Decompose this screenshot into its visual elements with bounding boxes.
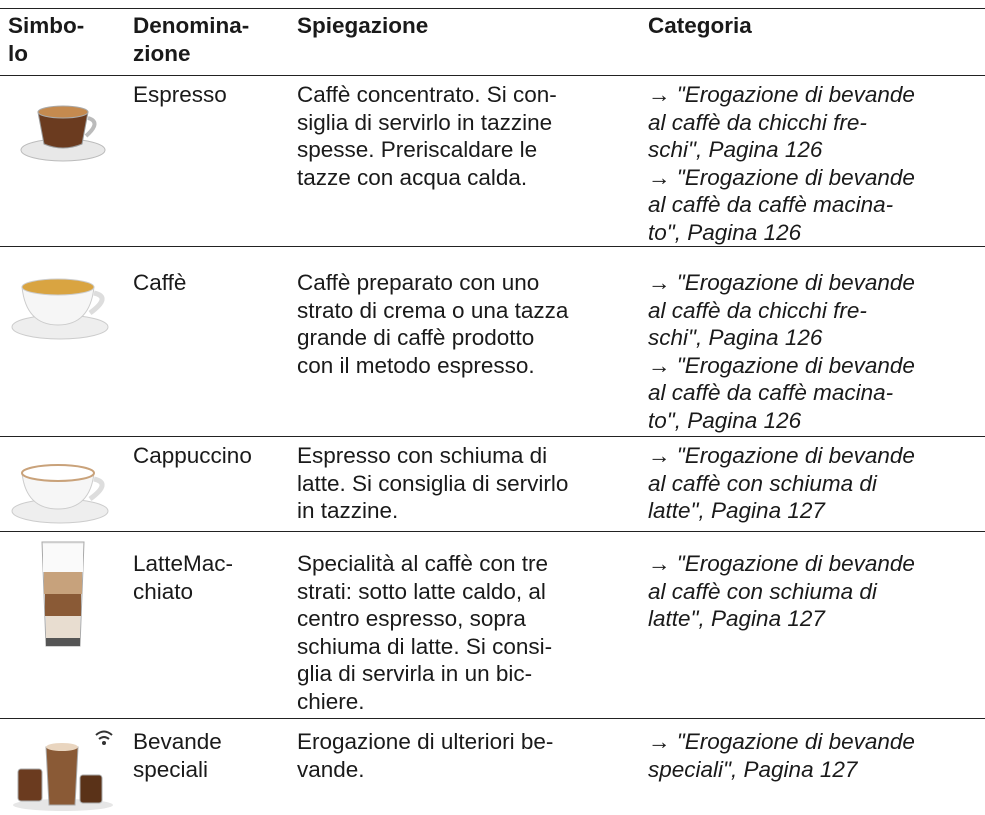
text-line: Espresso: [133, 82, 227, 107]
header-cell: Simbo-lo: [0, 8, 125, 76]
text-line: tazze con acqua calda.: [297, 164, 528, 190]
text-line: schi", Pagina 126: [648, 325, 823, 350]
symbol-cell: [0, 436, 125, 532]
text-line: chiere.: [297, 688, 365, 714]
text-line: strato di crema o una tazza: [297, 297, 569, 323]
text-line: spesse. Preriscaldare le: [297, 137, 538, 162]
header-cell: Spiegazione: [289, 8, 640, 76]
text-line: Erogazione di ulteriori be-: [297, 729, 554, 754]
header-row: Simbo-lo Denomina-zione Spiegazione Categor…: [0, 8, 985, 76]
text-line: al caffè da caffè macina-: [648, 192, 894, 217]
latte-macchiato-icon: [41, 541, 85, 647]
text-line: Spiegazione: [297, 13, 429, 38]
text-line: → "Erogazione di bevande: [648, 270, 915, 295]
text-line: latte", Pagina 127: [648, 498, 825, 523]
text-line: siglia di servirlo in tazzine: [297, 109, 553, 135]
explanation-cell: Erogazione di ulteriori be-vande.: [289, 719, 640, 809]
text-line: con il metodo espresso.: [297, 352, 535, 378]
explanation-cell: Caffè preparato con uno strato di crema o…: [289, 246, 640, 437]
text-line: al caffè da chicchi fre-: [648, 109, 867, 135]
category-cell: → "Erogazione di bevande al caffè con sch…: [640, 531, 985, 719]
text-line: Cappuccino: [133, 443, 252, 468]
symbol-cell: [0, 246, 125, 437]
text-line: al caffè da chicchi fre-: [648, 297, 867, 323]
text-line: → "Erogazione di bevande: [648, 164, 915, 190]
text-line: al caffè con schiuma di: [648, 470, 877, 496]
text-line: grande di caffè prodotto: [297, 325, 535, 350]
table-row: Caffè Caffè preparato con uno strato di cr…: [0, 246, 985, 437]
text-line: Bevande: [133, 729, 222, 754]
text-line: latte", Pagina 127: [648, 606, 825, 631]
text-line: Simbo-: [8, 13, 85, 38]
text-line: chiato: [133, 578, 194, 604]
text-line: latte. Si consiglia di servirlo: [297, 470, 569, 496]
text-line: to", Pagina 126: [648, 407, 802, 433]
espresso-icon: [20, 105, 106, 162]
text-line: lo: [8, 40, 28, 66]
text-line: glia di servirla in un bic-: [297, 661, 533, 686]
page: {"table": { "header": [["Simbo-", "lo"],…: [0, 8, 985, 811]
name-cell: Cappuccino: [125, 436, 289, 532]
text-line: Categoria: [648, 13, 752, 38]
text-line: Espresso con schiuma di: [297, 443, 548, 468]
text-line: speciali: [133, 756, 209, 782]
name-cell: Caffè: [125, 246, 289, 437]
text-line: LatteMac-: [133, 551, 234, 576]
explanation-cell: Caffè concentrato. Si con-siglia di serv…: [289, 75, 640, 247]
table-body: Espresso Caffè concentrato. Si con-siglia…: [0, 75, 985, 811]
text-line: zione: [133, 40, 191, 66]
category-cell: → "Erogazione di bevande al caffè con sch…: [640, 436, 985, 532]
name-cell: LatteMac-chiato: [125, 531, 289, 719]
category-cell: → "Erogazione di bevande al caffè da chic…: [640, 246, 985, 437]
category-cell: → "Erogazione di bevande speciali", Pagin…: [640, 719, 985, 809]
symbol-cell: [0, 531, 125, 719]
text-line: schi", Pagina 126: [648, 137, 823, 162]
text-line: → "Erogazione di bevande: [648, 82, 915, 107]
special-drinks-icon: [13, 730, 113, 811]
drinks-table: Simbo-lo Denomina-zione Spiegazione Categor…: [0, 8, 985, 811]
cappuccino-icon: [11, 464, 109, 524]
table-row: Cappuccino Espresso con schiuma di latte. …: [0, 436, 985, 532]
header-cell: Categoria: [640, 8, 985, 76]
header-cell: Denomina-zione: [125, 8, 289, 76]
table-row: LatteMac-chiato Specialità al caffè con t…: [0, 531, 985, 719]
text-line: speciali", Pagina 127: [648, 756, 858, 782]
category-cell: → "Erogazione di bevande al caffè da chic…: [640, 75, 985, 247]
text-line: centro espresso, sopra: [297, 606, 526, 631]
text-line: → "Erogazione di bevande: [648, 443, 915, 468]
text-line: to", Pagina 126: [648, 219, 802, 245]
text-line: vande.: [297, 756, 365, 782]
table-row: Bevande speciali Erogazione di ulteriori b…: [0, 719, 985, 811]
text-line: → "Erogazione di bevande: [648, 729, 915, 754]
text-line: Caffè: [133, 270, 187, 295]
symbol-cell: [0, 75, 125, 247]
text-line: Caffè preparato con uno: [297, 270, 540, 295]
text-line: Denomina-: [133, 13, 250, 38]
text-line: al caffè da caffè macina-: [648, 380, 894, 405]
coffee-icon: [11, 278, 109, 340]
explanation-cell: Espresso con schiuma di latte. Si consigl…: [289, 436, 640, 532]
name-cell: Espresso: [125, 75, 289, 247]
text-line: strati: sotto latte caldo, al: [297, 578, 546, 604]
text-line: → "Erogazione di bevande: [648, 551, 915, 576]
text-line: schiuma di latte. Si consi-: [297, 633, 553, 659]
explanation-cell: Specialità al caffè con tre strati: sotto…: [289, 531, 640, 719]
text-line: Caffè concentrato. Si con-: [297, 82, 557, 107]
text-line: al caffè con schiuma di: [648, 578, 877, 604]
text-line: in tazzine.: [297, 498, 399, 523]
text-line: → "Erogazione di bevande: [648, 352, 915, 378]
text-line: Specialità al caffè con tre: [297, 551, 548, 576]
name-cell: Bevande speciali: [125, 719, 289, 809]
table-row: Espresso Caffè concentrato. Si con-siglia…: [0, 75, 985, 247]
